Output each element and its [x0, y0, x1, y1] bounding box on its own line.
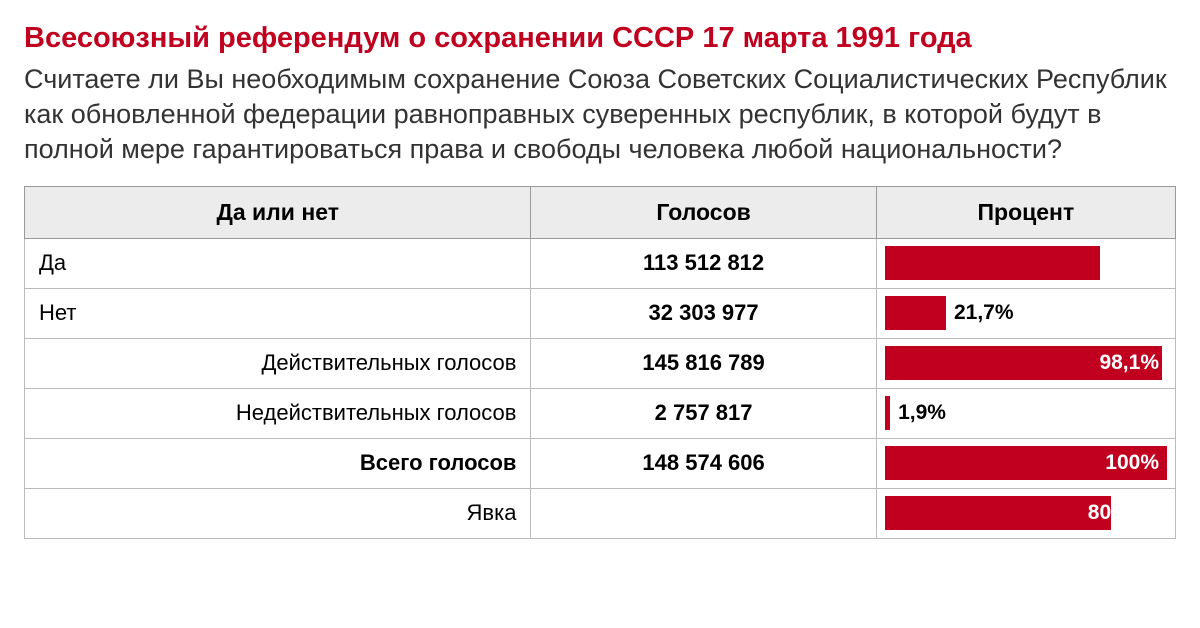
table-row: Явка 80,03%	[25, 488, 1176, 538]
percent-bar-wrap: 76,4%	[885, 246, 1167, 280]
percent-bar-wrap: 1,9%	[885, 396, 1167, 430]
percent-label: 76,4%	[943, 246, 1159, 280]
row-label: Всего голосов	[25, 438, 531, 488]
row-label: Действительных голосов	[25, 338, 531, 388]
row-percent-cell: 98,1%	[876, 338, 1175, 388]
col-header-votes: Голосов	[531, 186, 876, 238]
row-percent-cell: 21,7%	[876, 288, 1175, 338]
table-row: Всего голосов148 574 606100%	[25, 438, 1176, 488]
row-label: Явка	[25, 488, 531, 538]
row-votes: 145 816 789	[531, 338, 876, 388]
percent-label: 80,03%	[933, 496, 1159, 530]
row-label: Недействительных голосов	[25, 388, 531, 438]
percent-bar-wrap: 21,7%	[885, 296, 1167, 330]
percent-label: 21,7%	[954, 296, 1014, 330]
results-table: Да или нет Голосов Процент Да113 512 812…	[24, 186, 1176, 539]
row-votes: 148 574 606	[531, 438, 876, 488]
percent-bar	[885, 296, 946, 330]
row-votes: 2 757 817	[531, 388, 876, 438]
percent-label: 1,9%	[898, 396, 946, 430]
row-label: Нет	[25, 288, 531, 338]
table-row: Действительных голосов145 816 78998,1%	[25, 338, 1176, 388]
row-percent-cell: 76,4%	[876, 238, 1175, 288]
row-votes	[531, 488, 876, 538]
table-row: Нет32 303 977 21,7%	[25, 288, 1176, 338]
page-title: Всесоюзный референдум о сохранении СССР …	[24, 20, 1176, 56]
percent-bar-wrap: 80,03%	[885, 496, 1167, 530]
col-header-percent: Процент	[876, 186, 1175, 238]
row-votes: 32 303 977	[531, 288, 876, 338]
row-label: Да	[25, 238, 531, 288]
table-row: Да113 512 812 76,4%	[25, 238, 1176, 288]
row-percent-cell: 1,9%	[876, 388, 1175, 438]
referendum-question: Считаете ли Вы необходимым сохранение Со…	[24, 62, 1176, 167]
table-row: Недействительных голосов2 757 817 1,9%	[25, 388, 1176, 438]
percent-label: 98,1%	[882, 346, 1159, 380]
percent-bar	[885, 396, 890, 430]
percent-label: 100%	[877, 446, 1159, 480]
percent-bar-wrap: 100%	[885, 446, 1167, 480]
percent-bar-wrap: 98,1%	[885, 346, 1167, 380]
row-percent-cell: 80,03%	[876, 488, 1175, 538]
row-votes: 113 512 812	[531, 238, 876, 288]
col-header-answer: Да или нет	[25, 186, 531, 238]
row-percent-cell: 100%	[876, 438, 1175, 488]
table-header-row: Да или нет Голосов Процент	[25, 186, 1176, 238]
